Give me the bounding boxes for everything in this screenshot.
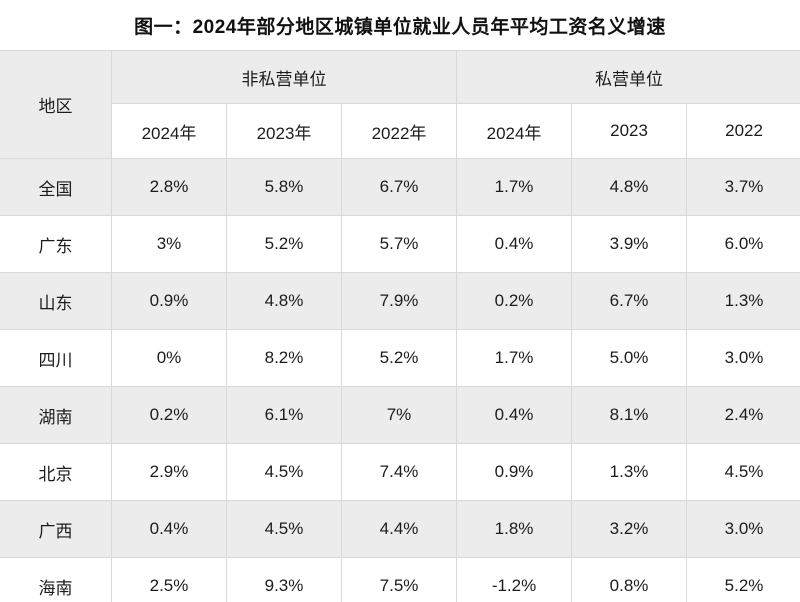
value-cell: 0.9% <box>111 272 227 330</box>
value-cell: 0.8% <box>571 557 688 602</box>
value-cell: 6.0% <box>686 215 800 273</box>
value-cell: 5.8% <box>226 158 342 216</box>
region-cell: 广东 <box>0 215 112 273</box>
value-cell: 6.1% <box>226 386 342 444</box>
value-cell: 1.3% <box>686 272 800 330</box>
value-cell: 6.7% <box>340 158 458 216</box>
region-cell: 北京 <box>0 443 112 501</box>
value-cell: 4.8% <box>571 158 688 216</box>
year-header: 2023 <box>571 103 688 159</box>
value-cell: 2.4% <box>686 386 800 444</box>
value-cell: 5.2% <box>340 329 458 387</box>
value-cell: 7.5% <box>340 557 458 602</box>
value-cell: 4.5% <box>686 443 800 501</box>
value-cell: 0.4% <box>111 500 227 558</box>
value-cell: 4.4% <box>340 500 458 558</box>
value-cell: 3.7% <box>686 158 800 216</box>
value-cell: 0.2% <box>111 386 227 444</box>
wage-growth-table: 地区 非私营单位 私营单位 2024年 2023年 2022年 2024年 2023 20… <box>0 50 800 602</box>
value-cell: 4.8% <box>226 272 342 330</box>
value-cell: 5.0% <box>571 329 688 387</box>
value-cell: 9.3% <box>226 557 342 602</box>
region-column-header: 地区 <box>0 50 112 159</box>
year-header: 2024年 <box>111 103 227 159</box>
value-cell: 6.7% <box>571 272 688 330</box>
year-header: 2023年 <box>226 103 342 159</box>
table-row: 广东 3% 5.2% 5.7% 0.4% 3.9% 6.0% <box>0 215 800 273</box>
value-cell: 3.0% <box>686 500 800 558</box>
value-cell: 7.4% <box>340 443 458 501</box>
table-row: 湖南 0.2% 6.1% 7% 0.4% 8.1% 2.4% <box>0 386 800 444</box>
group-header-non-private: 非私营单位 <box>110 50 458 104</box>
value-cell: 5.2% <box>686 557 800 602</box>
table-row: 北京 2.9% 4.5% 7.4% 0.9% 1.3% 4.5% <box>0 443 800 501</box>
value-cell: 3% <box>111 215 227 273</box>
value-cell: -1.2% <box>456 557 573 602</box>
year-header: 2024年 <box>456 103 573 159</box>
value-cell: 5.7% <box>340 215 458 273</box>
value-cell: 5.2% <box>226 215 342 273</box>
group-header-row: 地区 非私营单位 私营单位 <box>0 50 800 159</box>
region-cell: 海南 <box>0 557 112 602</box>
region-cell: 山东 <box>0 272 112 330</box>
value-cell: 0.4% <box>456 215 573 273</box>
value-cell: 8.1% <box>571 386 688 444</box>
region-cell: 四川 <box>0 329 112 387</box>
value-cell: 1.3% <box>571 443 688 501</box>
region-cell: 湖南 <box>0 386 112 444</box>
value-cell: 0.2% <box>456 272 573 330</box>
value-cell: 1.7% <box>456 329 573 387</box>
region-cell: 广西 <box>0 500 112 558</box>
table-row: 广西 0.4% 4.5% 4.4% 1.8% 3.2% 3.0% <box>0 500 800 558</box>
table-row: 全国 2.8% 5.8% 6.7% 1.7% 4.8% 3.7% <box>0 158 800 216</box>
value-cell: 3.9% <box>571 215 688 273</box>
value-cell: 4.5% <box>226 500 342 558</box>
value-cell: 0% <box>111 329 227 387</box>
year-header: 2022 <box>686 103 800 159</box>
value-cell: 1.7% <box>456 158 573 216</box>
year-header-row: 2024年 2023年 2022年 2024年 2023 2022 <box>0 103 800 159</box>
value-cell: 1.8% <box>456 500 573 558</box>
table-row: 山东 0.9% 4.8% 7.9% 0.2% 6.7% 1.3% <box>0 272 800 330</box>
value-cell: 4.5% <box>226 443 342 501</box>
value-cell: 2.5% <box>111 557 227 602</box>
table-row: 四川 0% 8.2% 5.2% 1.7% 5.0% 3.0% <box>0 329 800 387</box>
value-cell: 2.8% <box>111 158 227 216</box>
value-cell: 0.9% <box>456 443 573 501</box>
year-header: 2022年 <box>340 103 458 159</box>
table-body: 全国 2.8% 5.8% 6.7% 1.7% 4.8% 3.7% 广东 3% 5.2% 5.7% 0.… <box>0 158 800 602</box>
value-cell: 8.2% <box>226 329 342 387</box>
value-cell: 3.0% <box>686 329 800 387</box>
value-cell: 3.2% <box>571 500 688 558</box>
value-cell: 7% <box>340 386 458 444</box>
figure-title: 图一：2024年部分地区城镇单位就业人员年平均工资名义增速 <box>134 16 666 38</box>
value-cell: 2.9% <box>111 443 227 501</box>
table-row: 海南 2.5% 9.3% 7.5% -1.2% 0.8% 5.2% <box>0 557 800 602</box>
value-cell: 0.4% <box>456 386 573 444</box>
group-header-private: 私营单位 <box>456 50 800 104</box>
region-cell: 全国 <box>0 158 112 216</box>
table-header: 地区 非私营单位 私营单位 2024年 2023年 2022年 2024年 2023 20… <box>0 50 800 159</box>
value-cell: 7.9% <box>340 272 458 330</box>
